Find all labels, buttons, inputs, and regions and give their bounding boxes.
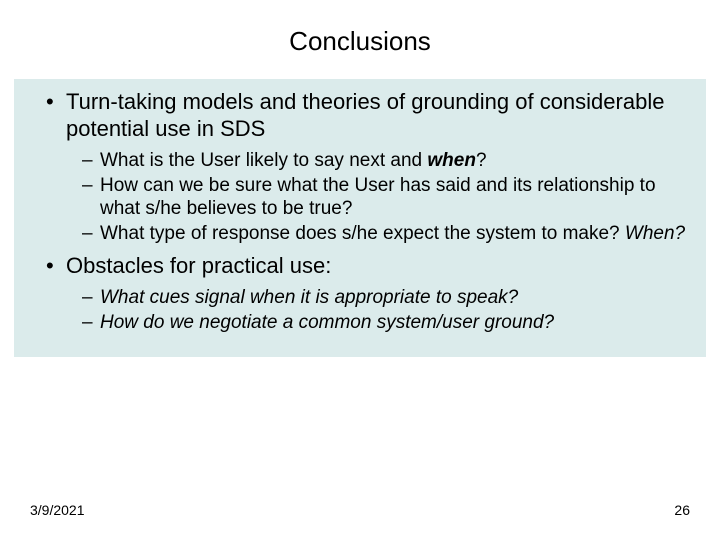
sub-1-1-emph: when: [427, 150, 476, 171]
bullet-sub-1-1: –What is the User likely to say next and…: [22, 149, 698, 172]
sub-group-1: –What is the User likely to say next and…: [22, 149, 698, 246]
bullet-main-2: •Obstacles for practical use:: [22, 253, 698, 280]
dash-icon: –: [82, 311, 100, 334]
sub-1-1-post: ?: [476, 150, 487, 171]
bullet-main-1: •Turn-taking models and theories of grou…: [22, 89, 698, 143]
bullet-dot-icon: •: [46, 253, 66, 280]
bullet-sub-1-2: –How can we be sure what the User has sa…: [22, 174, 698, 220]
sub-1-1-pre: What is the User likely to say next and: [100, 150, 427, 171]
bullet-sub-1-3: –What type of response does s/he expect …: [22, 222, 698, 245]
slide-title: Conclusions: [0, 0, 720, 79]
content-box: •Turn-taking models and theories of grou…: [14, 79, 706, 357]
bullet-sub-2-2: –How do we negotiate a common system/use…: [22, 311, 698, 334]
footer-page-number: 26: [674, 502, 690, 518]
bullet-sub-2-1: –What cues signal when it is appropriate…: [22, 286, 698, 309]
dash-icon: –: [82, 174, 100, 197]
dash-icon: –: [82, 149, 100, 172]
sub-2-2-text: How do we negotiate a common system/user…: [100, 312, 554, 333]
bullet-main-1-text: Turn-taking models and theories of groun…: [66, 89, 664, 141]
footer-date: 3/9/2021: [30, 502, 85, 518]
bullet-dot-icon: •: [46, 89, 66, 116]
sub-group-2: –What cues signal when it is appropriate…: [22, 286, 698, 334]
sub-1-2-pre: How can we be sure what the User has sai…: [100, 175, 656, 219]
sub-1-3-emph: When?: [625, 223, 685, 244]
dash-icon: –: [82, 222, 100, 245]
bullet-main-2-text: Obstacles for practical use:: [66, 253, 331, 278]
dash-icon: –: [82, 286, 100, 309]
sub-1-3-pre: What type of response does s/he expect t…: [100, 223, 625, 244]
sub-2-1-text: What cues signal when it is appropriate …: [100, 287, 518, 308]
